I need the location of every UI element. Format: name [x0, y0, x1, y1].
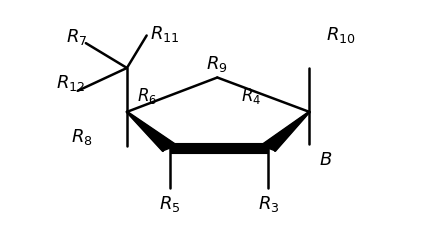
- Text: $R_{10}$: $R_{10}$: [326, 26, 355, 45]
- Text: $R_6$: $R_6$: [137, 86, 157, 106]
- Text: $R_{12}$: $R_{12}$: [56, 73, 86, 93]
- Text: $R_7$: $R_7$: [66, 27, 87, 47]
- Polygon shape: [127, 112, 176, 151]
- Text: $R_3$: $R_3$: [257, 194, 279, 214]
- Text: $R_4$: $R_4$: [241, 86, 262, 106]
- Text: $R_5$: $R_5$: [159, 194, 180, 214]
- Text: $R_8$: $R_8$: [71, 127, 93, 147]
- Polygon shape: [261, 112, 310, 151]
- Text: $B$: $B$: [319, 151, 332, 169]
- Text: $R_9$: $R_9$: [206, 54, 228, 74]
- Text: $R_{11}$: $R_{11}$: [150, 24, 179, 44]
